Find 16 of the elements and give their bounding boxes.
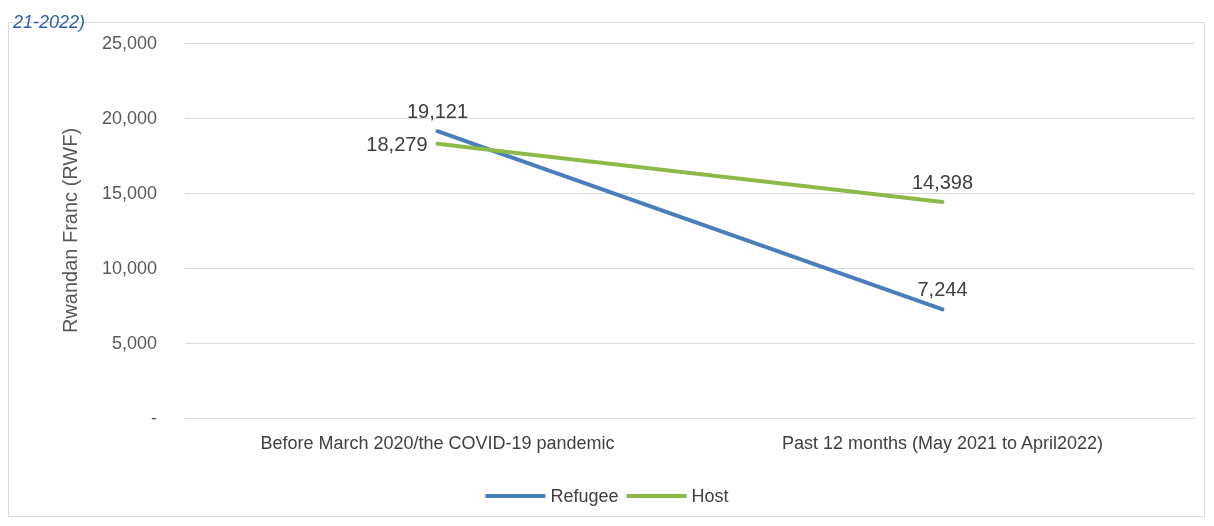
y-axis-title: Rwandan Franc (RWF) — [59, 127, 81, 334]
x-tick-label: Past 12 months (May 2021 to April2022) — [781, 433, 1104, 453]
y-tick-label: 25,000 — [101, 33, 157, 53]
legend-label: Host — [691, 486, 729, 506]
data-label: 14,398 — [911, 171, 974, 194]
y-tick-label: - — [151, 408, 157, 428]
chart-title: 21-2022) — [12, 12, 86, 32]
y-tick-label: 20,000 — [101, 108, 157, 128]
data-label: 19,121 — [406, 100, 469, 123]
x-tick-label: Before March 2020/the COVID-19 pandemic — [260, 433, 615, 453]
data-label: 7,244 — [917, 278, 968, 301]
data-label: 18,279 — [366, 132, 428, 155]
y-tick-label: 5,000 — [111, 333, 157, 353]
y-tick-label: 15,000 — [101, 183, 157, 203]
y-tick-label: 10,000 — [101, 258, 157, 278]
legend-label: Refugee — [550, 486, 619, 506]
